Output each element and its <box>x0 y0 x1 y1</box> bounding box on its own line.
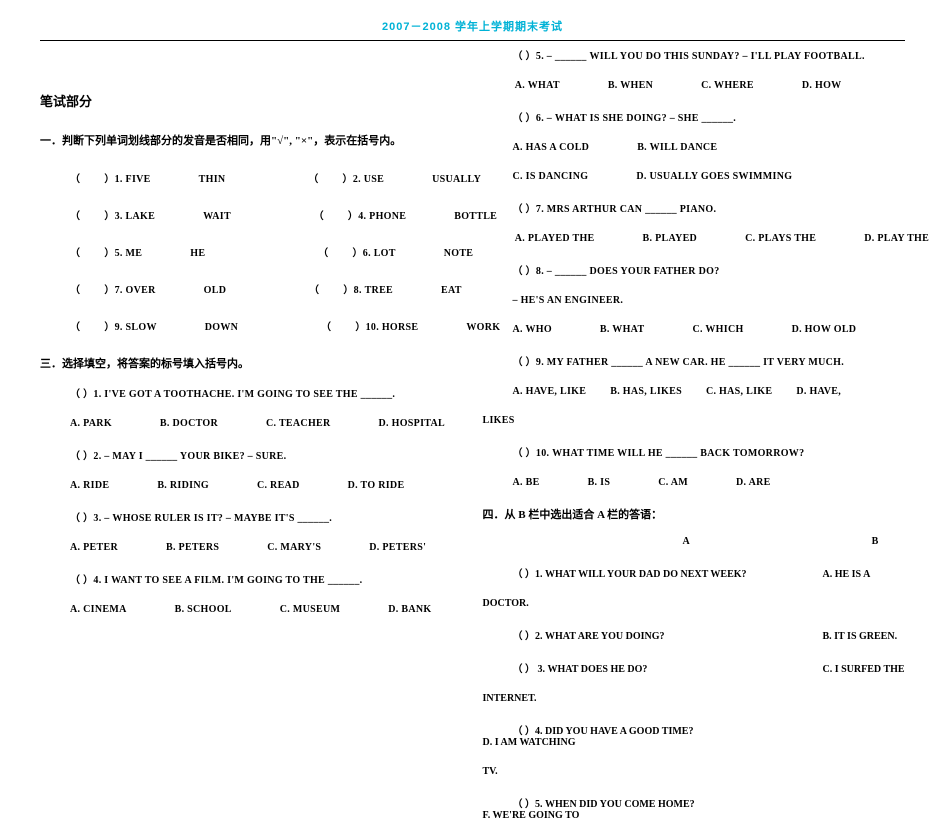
sec4-r3: （ ） 3. WHAT DOES HE DO?C. I SURFED THE <box>483 660 906 675</box>
sec3-instr: 三．选择填空，将答案的标号填入括号内。 <box>40 355 453 371</box>
sec3-q3-opts: A. PETERB. PETERSC. MARY'SD. PETERS' <box>40 542 453 553</box>
sec1-row-2: （）3. LAKEWAIT （）4. PHONEBOTTLE <box>40 207 453 222</box>
columns: 笔试部分 一．判断下列单词划线部分的发音是否相同，用"√", "×"，表示在括号… <box>40 47 905 839</box>
sec3-q4-stem: （ ）4. I WANT TO SEE A FILM. I'M GOING TO… <box>40 571 453 586</box>
sec4-r3b: INTERNET. <box>483 693 906 704</box>
sec3-q2-opts: A. RIDEB. RIDINGC. READD. TO RIDE <box>40 480 453 491</box>
sec4-instr: 四．从 B 栏中选出适合 A 栏的答语： <box>483 506 906 522</box>
q7-opts: A. PLAYED THEB. PLAYEDC. PLAYS THED. PLA… <box>483 233 906 244</box>
header-title: 2007－2008 学年上学期期末考试 <box>40 18 905 34</box>
q7-stem: （ ）7. MRS ARTHUR CAN ______ PIANO. <box>483 200 906 215</box>
section-title: 笔试部分 <box>40 91 453 110</box>
q10-stem: （ ）10. WHAT TIME WILL HE ______ BACK TOM… <box>483 444 906 459</box>
sec4-r4: （ ）4. DID YOU HAVE A GOOD TIME?D. I AM W… <box>483 722 906 748</box>
q5-opts: A. WHATB. WHENC. WHERED. HOW <box>483 80 906 91</box>
header-rule <box>40 40 905 41</box>
q6-opts2: C. IS DANCINGD. USUALLY GOES SWIMMING <box>483 171 906 182</box>
sec4-header: A B <box>483 536 906 547</box>
sec1-row-5: （）9. SLOWDOWN （）10. HORSEWORK <box>40 318 453 333</box>
q9-opts2: LIKES <box>483 415 906 426</box>
q9-stem: （ ）9. MY FATHER ______ A NEW CAR. HE ___… <box>483 353 906 368</box>
sec3-q3-stem: （ ）3. – WHOSE RULER IS IT? – MAYBE IT'S … <box>40 509 453 524</box>
sec1-instr: 一．判断下列单词划线部分的发音是否相同，用"√", "×"，表示在括号内。 <box>40 132 453 148</box>
q8-stem1: （ ）8. – ______ DOES YOUR FATHER DO? <box>483 262 906 277</box>
q8-opts: A. WHOB. WHATC. WHICHD. HOW OLD <box>483 324 906 335</box>
sec4-r1b: DOCTOR. <box>483 598 906 609</box>
sec3-q2-stem: （ ）2. – MAY I ______ YOUR BIKE? – SURE. <box>40 447 453 462</box>
sec4-r4b: TV. <box>483 766 906 777</box>
left-column: 笔试部分 一．判断下列单词划线部分的发音是否相同，用"√", "×"，表示在括号… <box>40 47 473 839</box>
right-column: （ ）5. – ______ WILL YOU DO THIS SUNDAY? … <box>473 47 906 839</box>
sec1-row-1: （）1. FIVETHIN （）2. USEUSUALLY <box>40 170 453 185</box>
sec3-q1-stem: （ ）1. I'VE GOT A TOOTHACHE. I'M GOING TO… <box>40 385 453 400</box>
q6-opts1: A. HAS A COLDB. WILL DANCE <box>483 142 906 153</box>
sec4-r1: （ ）1. WHAT WILL YOUR DAD DO NEXT WEEK?A.… <box>483 565 906 580</box>
q10-opts: A. BEB. ISC. AMD. ARE <box>483 477 906 488</box>
q6-stem: （ ）6. – WHAT IS SHE DOING? – SHE ______. <box>483 109 906 124</box>
sec4-r2: （ ）2. WHAT ARE YOU DOING?B. IT IS GREEN. <box>483 627 906 642</box>
sec3-q1-opts: A. PARKB. DOCTORC. TEACHERD. HOSPITAL <box>40 418 453 429</box>
page: 2007－2008 学年上学期期末考试 笔试部分 一．判断下列单词划线部分的发音… <box>0 0 945 669</box>
q5-stem: （ ）5. – ______ WILL YOU DO THIS SUNDAY? … <box>483 47 906 62</box>
q8-stem2: – HE'S AN ENGINEER. <box>483 295 906 306</box>
sec1-row-3: （）5. MEHE （）6. LOTNOTE <box>40 244 453 259</box>
sec3-q4-opts: A. CINEMAB. SCHOOLC. MUSEUMD. BANK <box>40 604 453 615</box>
sec4-r5: （ ）5. WHEN DID YOU COME HOME?F. WE'RE GO… <box>483 795 906 821</box>
q9-opts: A. HAVE, LIKEB. HAS, LIKESC. HAS, LIKED.… <box>483 386 906 397</box>
sec1-row-4: （）7. OVEROLD （）8. TREEEAT <box>40 281 453 296</box>
